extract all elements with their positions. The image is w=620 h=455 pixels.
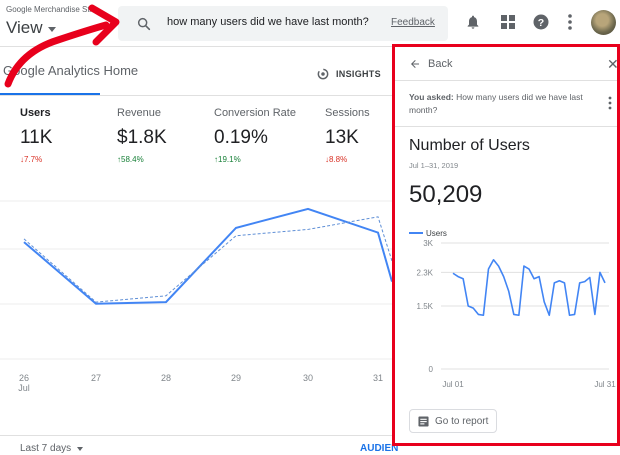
report-icon	[418, 415, 429, 427]
metric-users[interactable]: Users 11K ↓7.7%	[20, 107, 52, 164]
x-tick-label: 31	[373, 373, 383, 383]
arrow-back-icon	[411, 60, 419, 68]
audience-report-link[interactable]: AUDIEN	[360, 443, 399, 454]
metric-revenue[interactable]: Revenue $1.8K ↑58.4%	[117, 107, 167, 164]
more-vert-icon[interactable]	[560, 12, 580, 32]
metric-value: 0.19%	[214, 127, 268, 148]
divider	[395, 126, 617, 127]
x-tick-label: 30	[303, 373, 313, 383]
search-icon	[137, 17, 151, 31]
card-title: Number of Users	[409, 137, 530, 154]
close-icon[interactable]: ✕	[607, 56, 619, 72]
metric-name: Sessions	[325, 107, 370, 119]
tab-analytics-home[interactable]: Google Analytics Home	[3, 63, 139, 78]
y-tick-label: 2.3K	[417, 268, 434, 277]
bell-icon[interactable]	[463, 12, 483, 32]
x-tick-label: Jul 01	[442, 380, 464, 389]
feedback-link[interactable]: Feedback	[391, 17, 435, 28]
y-tick-label: 1.5K	[417, 302, 434, 311]
legend-label: Users	[426, 229, 447, 238]
view-selector[interactable]: View	[6, 18, 56, 38]
metric-name: Conversion Rate	[214, 107, 296, 119]
back-label: Back	[428, 58, 453, 70]
asked-prefix: You asked:	[409, 92, 454, 102]
search-bar[interactable]: how many users did we have last month? F…	[118, 6, 448, 41]
date-range-select[interactable]: Last 7 days	[20, 443, 84, 454]
asked-question-text: How many users did we have last month?	[409, 92, 583, 115]
metric-delta: ↓7.7%	[20, 155, 43, 164]
top-bar: Google Merchandise St... View how many u…	[0, 0, 620, 46]
x-tick-label: 27	[91, 373, 101, 383]
users-trend-chart: 26 27 28 29 30 31 Jul	[0, 200, 392, 393]
card-date: Jul 1–31, 2019	[409, 161, 459, 170]
insights-icon	[317, 68, 329, 80]
go-to-report-label: Go to report	[435, 415, 489, 427]
back-button[interactable]: Back	[409, 58, 452, 70]
insights-button[interactable]: INSIGHTS	[316, 67, 381, 81]
help-icon[interactable]: ?	[531, 12, 551, 32]
view-label: View	[6, 18, 43, 37]
metric-value: $1.8K	[117, 127, 167, 148]
x-month-label: Jul	[18, 383, 30, 393]
metric-delta: ↑58.4%	[117, 155, 144, 164]
users-total: 50,209	[409, 181, 483, 208]
users-daily-chart: Users 0 1.5K 2.3K 3K Jul 01 Jul 31	[409, 229, 616, 389]
metric-name: Revenue	[117, 107, 162, 119]
x-tick-label: 26	[19, 373, 29, 383]
divider	[0, 95, 392, 96]
x-tick-label: 28	[161, 373, 171, 383]
metric-delta: ↓8.8%	[325, 155, 348, 164]
series-line-current	[23, 207, 392, 305]
metric-value: 11K	[20, 127, 53, 148]
y-tick-label: 0	[429, 365, 434, 374]
metric-value: 13K	[325, 127, 359, 148]
metric-sessions[interactable]: Sessions 13K ↓8.8%	[325, 107, 370, 164]
metric-delta: ↑19.1%	[214, 155, 241, 164]
divider	[0, 435, 392, 436]
answer-panel: Back ✕ You asked: How many users did we …	[392, 44, 620, 446]
more-vert-icon[interactable]	[608, 96, 612, 110]
y-tick-label: 3K	[423, 239, 433, 248]
chevron-down-icon	[77, 446, 84, 451]
divider	[395, 80, 617, 81]
x-tick-label: 29	[231, 373, 241, 383]
go-to-report-button[interactable]: Go to report	[409, 409, 498, 433]
apps-grid-icon[interactable]	[498, 12, 518, 32]
svg-text:?: ?	[538, 17, 544, 29]
x-tick-label: Jul 31	[594, 380, 616, 389]
avatar[interactable]	[591, 10, 616, 35]
chevron-down-icon	[47, 26, 56, 32]
asked-question: You asked: How many users did we have la…	[409, 91, 595, 117]
series-line-previous	[23, 216, 392, 303]
series-line-users	[452, 258, 606, 317]
home-panel: Google Analytics Home INSIGHTS Users 11K…	[0, 46, 398, 455]
active-tab-indicator	[0, 93, 100, 96]
date-range-label: Last 7 days	[20, 443, 72, 454]
account-name: Google Merchandise St...	[6, 5, 97, 14]
metric-name: Users	[20, 107, 51, 119]
insights-label: INSIGHTS	[336, 69, 381, 79]
search-input[interactable]: how many users did we have last month?	[167, 16, 369, 28]
metric-conversion-rate[interactable]: Conversion Rate 0.19% ↑19.1%	[214, 107, 296, 164]
